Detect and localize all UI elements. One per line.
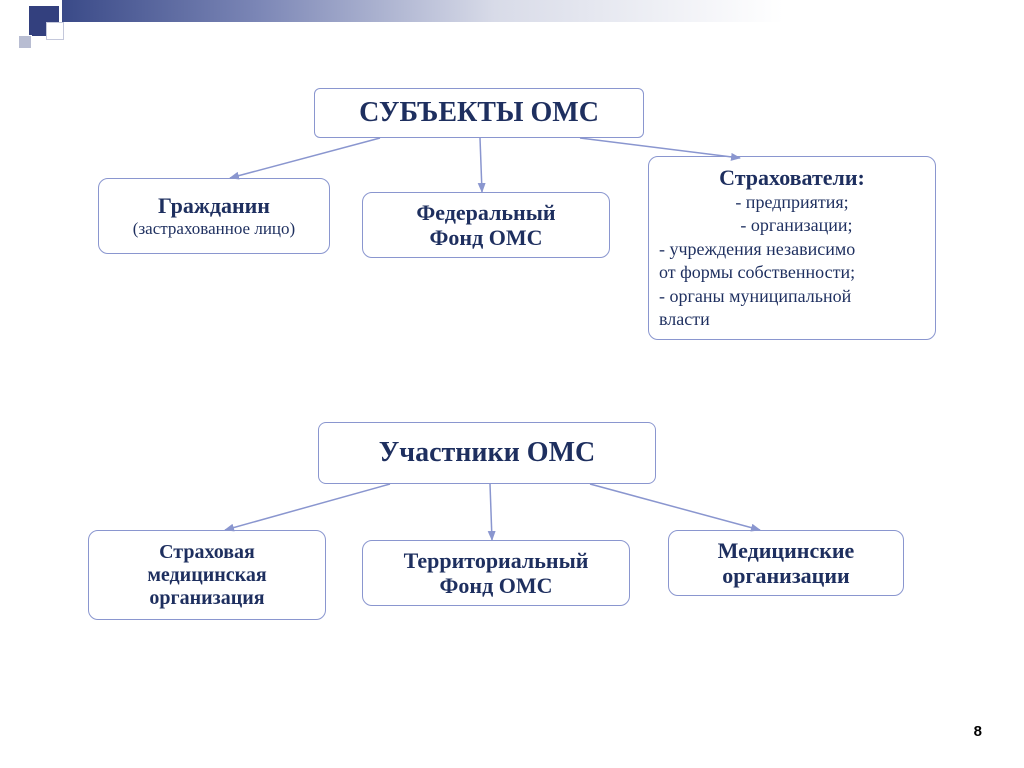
node-list-item: - организации; xyxy=(659,214,925,237)
connector-arrow xyxy=(590,484,760,530)
node-title-line: организации xyxy=(679,563,893,588)
node-subjects_root: СУБЪЕКТЫ ОМС xyxy=(314,88,644,138)
node-subtitle: (застрахованное лицо) xyxy=(109,219,319,239)
node-title-line: Фонд ОМС xyxy=(373,573,619,598)
deco-square xyxy=(46,22,64,40)
page-number-text: 8 xyxy=(974,723,982,740)
connector-arrow xyxy=(490,484,492,540)
node-medorg: Медицинскиеорганизации xyxy=(668,530,904,596)
connector-arrow xyxy=(480,138,482,192)
deco-square xyxy=(18,35,32,49)
node-title-line: медицинская xyxy=(99,564,315,587)
header-gradient xyxy=(62,0,1024,22)
connector-arrow xyxy=(230,138,380,178)
node-title-line: Медицинские xyxy=(679,538,893,563)
node-list-item: - учреждения независимо xyxy=(659,238,925,261)
node-territorial_fund: ТерриториальныйФонд ОМС xyxy=(362,540,630,606)
node-citizen: Гражданин(застрахованное лицо) xyxy=(98,178,330,254)
node-title: Гражданин xyxy=(109,193,319,219)
node-title-line: Территориальный xyxy=(373,548,619,573)
node-title-line: Федеральный xyxy=(373,200,599,225)
node-title-line: организация xyxy=(99,587,315,610)
node-title: СУБЪЕКТЫ ОМС xyxy=(325,97,633,129)
node-title-line: Фонд ОМС xyxy=(373,225,599,250)
node-participants_root: Участники ОМС xyxy=(318,422,656,484)
connector-arrow xyxy=(225,484,390,530)
node-list-item: - органы муниципальной xyxy=(659,285,925,308)
node-insurers: Страхователи:- предприятия; - организаци… xyxy=(648,156,936,340)
connector-arrow xyxy=(580,138,740,158)
node-smo: Страховаямедицинскаяорганизация xyxy=(88,530,326,620)
node-list-item: от формы собственности; xyxy=(659,261,925,284)
node-federal_fund: ФедеральныйФонд ОМС xyxy=(362,192,610,258)
node-title: Участники ОМС xyxy=(329,437,645,469)
page-number: 8 xyxy=(974,723,982,740)
node-list-item: власти xyxy=(659,308,925,331)
node-list-item: - предприятия; xyxy=(659,191,925,214)
node-title-line: Страховая xyxy=(99,541,315,564)
node-title: Страхователи: xyxy=(659,165,925,191)
